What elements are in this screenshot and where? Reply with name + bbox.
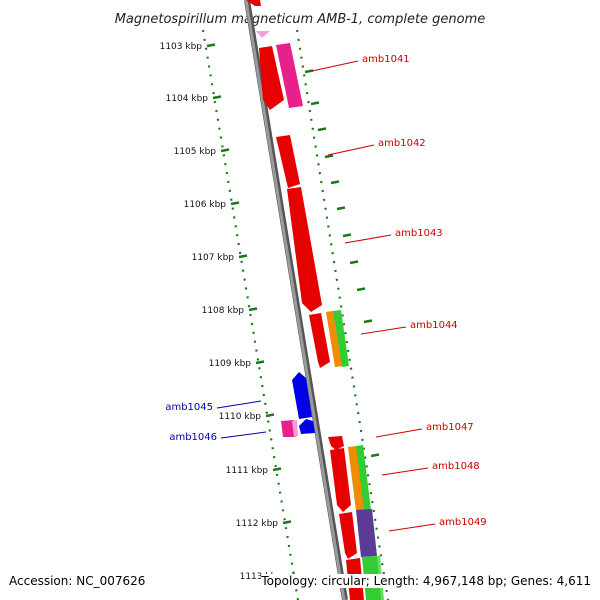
kbp-tick	[265, 413, 275, 418]
feature-track	[246, 0, 384, 600]
gene-leader-line	[220, 431, 267, 439]
gene-block-amb1047[interactable]	[328, 436, 344, 450]
gene-labels: amb1041 amb1042 amb1043 amb1044 amb1045 amb10…	[165, 54, 487, 532]
kbp-tick	[342, 233, 352, 238]
kbp-tick	[370, 453, 380, 458]
kbp-tick-label: 1113 kbp	[240, 572, 283, 582]
feature-block[interactable]	[333, 310, 349, 367]
kbp-tick	[330, 180, 340, 185]
track-guides	[201, 29, 390, 600]
kbp-tick-label: 1110 kbp	[219, 412, 262, 422]
kbp-tick	[324, 154, 334, 159]
kbp-tick	[282, 520, 292, 525]
genome-backbone	[244, 0, 346, 600]
kbp-tick	[349, 260, 359, 265]
gene-label-amb1044[interactable]: amb1044	[410, 320, 458, 331]
gene-label-amb1041[interactable]: amb1041	[362, 54, 410, 65]
feature-block[interactable]	[246, 0, 261, 6]
map-title: Magnetospirillum magneticum AMB-1, compl…	[115, 12, 486, 27]
gene-label-amb1043[interactable]: amb1043	[395, 228, 443, 239]
kbp-tick-label: 1104 kbp	[166, 94, 209, 104]
kbp-tick	[206, 43, 216, 48]
gene-leader-line	[344, 234, 392, 244]
gene-block-amb1045[interactable]	[292, 372, 312, 419]
kbp-tick-label: 1109 kbp	[209, 359, 252, 369]
gene-block-amb1046[interactable]	[299, 419, 315, 434]
gene-label-amb1048[interactable]: amb1048	[432, 461, 480, 472]
kbp-tick	[255, 360, 265, 365]
kbp-tick-label: 1108 kbp	[202, 306, 245, 316]
kbp-tick	[317, 127, 327, 132]
kbp-tick-label: 1112 kbp	[236, 519, 279, 529]
kbp-ruler: 1103 kbp 1104 kbp 1105 kbp 1106 kbp 1107 kbp…	[160, 42, 380, 582]
feature-block[interactable]	[281, 420, 296, 437]
accession-text: Accession: NC_007626	[9, 574, 146, 588]
gene-leader-line	[388, 523, 436, 532]
kbp-tick-label: 1106 kbp	[184, 200, 227, 210]
genome-summary: Topology: circular; Length: 4,967,148 bp…	[261, 574, 591, 588]
kbp-tick	[238, 254, 248, 259]
gene-leader-line	[327, 144, 375, 156]
kbp-tick-label: 1107 kbp	[192, 253, 235, 263]
gene-label-amb1045[interactable]: amb1045	[165, 402, 213, 413]
feature-block[interactable]	[326, 311, 342, 367]
gene-leader-line	[360, 326, 407, 335]
gene-block-amb1049[interactable]	[339, 512, 357, 559]
gene-label-amb1047[interactable]: amb1047	[426, 422, 474, 433]
feature-block[interactable]	[348, 446, 364, 511]
feature-arrow[interactable]	[256, 31, 270, 38]
gene-label-amb1046[interactable]: amb1046	[169, 432, 217, 443]
feature-block[interactable]	[356, 509, 377, 557]
kbp-tick	[272, 467, 282, 472]
kbp-tick	[304, 69, 314, 74]
kbp-tick-label: 1103 kbp	[160, 42, 203, 52]
gene-leader-line	[375, 428, 423, 438]
kbp-tick	[248, 307, 258, 312]
kbp-tick-label: 1111 kbp	[226, 466, 269, 476]
kbp-tick	[310, 101, 320, 106]
kbp-tick	[220, 148, 230, 153]
gene-block-amb1044[interactable]	[309, 313, 330, 368]
gene-label-amb1042[interactable]: amb1042	[378, 138, 426, 149]
kbp-tick	[363, 319, 373, 324]
kbp-tick-label: 1105 kbp	[174, 147, 217, 157]
guide-dotted-line	[201, 29, 300, 600]
feature-block[interactable]	[356, 445, 371, 511]
kbp-tick	[336, 206, 346, 211]
feature-block[interactable]	[276, 43, 303, 108]
gene-leader-line	[311, 60, 359, 72]
kbp-tick	[212, 95, 222, 100]
kbp-tick	[356, 287, 366, 292]
gene-label-amb1049[interactable]: amb1049	[439, 517, 487, 528]
gene-leader-line	[216, 400, 262, 409]
gene-block-amb1048[interactable]	[330, 448, 351, 512]
feature-block[interactable]	[292, 420, 298, 437]
kbp-tick	[230, 201, 240, 206]
gene-leader-line	[381, 467, 429, 476]
guide-dotted-line	[295, 29, 390, 600]
gene-block-amb1042[interactable]	[276, 135, 300, 188]
gene-block-amb1043[interactable]	[287, 187, 322, 312]
gene-block-amb1041[interactable]	[259, 46, 284, 110]
